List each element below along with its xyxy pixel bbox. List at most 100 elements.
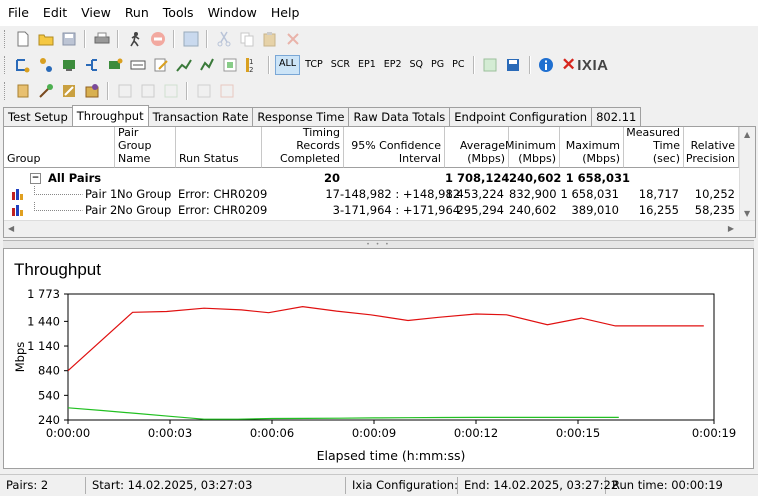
paste-icon[interactable] [261,30,279,48]
options-icon[interactable] [221,56,239,74]
filter-tcp-button[interactable]: TCP [305,59,323,70]
run-status: Error: CHR0209 [178,203,268,217]
confidence-interval: -171,964 : +171,964 [340,203,461,217]
menu-help[interactable]: Help [270,5,300,20]
endpoint-icon[interactable] [106,56,124,74]
collapse-icon[interactable] [139,82,157,100]
save-results-icon[interactable] [504,56,522,74]
chart-line-icon[interactable] [175,56,193,74]
export-icon[interactable] [481,56,499,74]
x-tick-label: 0:00:03 [148,426,192,440]
print-icon[interactable] [93,30,111,48]
tab-response-time[interactable]: Response Time [252,107,350,126]
scroll-down-arrow-icon[interactable]: ▼ [744,209,751,218]
average: 295,294 [456,203,504,217]
filter-pg-button[interactable]: PG [431,59,445,70]
split-icon[interactable] [195,82,213,100]
header-confidence-interval[interactable]: 95% Confidence Interval [344,127,445,168]
y-axis-label: Mbps [13,342,27,373]
table-row[interactable]: Pair 2 No Group Error: CHR0209 3 -171,96… [4,202,742,218]
run-icon[interactable] [126,30,144,48]
x-tick-label: 0:00:00 [46,426,90,440]
refresh-icon[interactable] [182,30,200,48]
filter-ep2-button[interactable]: EP2 [383,59,402,70]
info-icon[interactable] [537,56,555,74]
tab-endpoint-configuration[interactable]: Endpoint Configuration [449,107,593,126]
menu-tools[interactable]: Tools [162,5,194,20]
toolbar-separator [528,56,531,74]
header-maximum[interactable]: Maximum (Mbps) [560,127,624,168]
header-measured-time[interactable]: Measured Time (sec) [624,127,684,168]
pair-name: Pair 1 [85,187,118,201]
add-pair-icon[interactable] [14,56,32,74]
tools-icon[interactable] [60,82,78,100]
scroll-right-arrow-icon[interactable]: ▶ [727,224,734,233]
summary-minimum: 240,602 [509,171,562,185]
summary-row[interactable]: − All Pairs 20 1 708,124 240,602 1 658,0… [4,170,742,186]
stop-icon[interactable] [149,30,167,48]
header-average[interactable]: Average (Mbps) [445,127,509,168]
filter-pc-button[interactable]: PC [452,59,465,70]
network-icon[interactable] [83,56,101,74]
header-run-status[interactable]: Run Status [176,127,262,168]
tab-transaction-rate[interactable]: Transaction Rate [147,107,254,126]
timing-records: 17 [325,187,340,201]
graph-icon[interactable] [198,56,216,74]
pair-group-name: No Group [117,203,172,217]
save-icon[interactable] [60,30,78,48]
wizard-icon[interactable] [37,82,55,100]
tab-802-11[interactable]: 802.11 [591,107,642,126]
toolbar-separator [117,30,119,48]
main-toolbar [0,26,758,52]
filter-all-button[interactable]: ALL [275,55,301,75]
menu-edit[interactable]: Edit [42,5,68,20]
status-pairs: Pairs: 2 [0,477,86,494]
copy-icon[interactable] [238,30,256,48]
expand-icon[interactable] [116,82,134,100]
tab-test-setup[interactable]: Test Setup [3,107,73,126]
x-tick-label: 0:00:19 [692,426,736,440]
measured-time: 16,255 [638,203,679,217]
header-minimum[interactable]: Minimum (Mbps) [505,127,560,168]
tab-raw-data-totals[interactable]: Raw Data Totals [348,107,451,126]
x-tick-label: 0:00:06 [250,426,294,440]
compare-icon[interactable] [83,82,101,100]
add-multicast-icon[interactable] [37,56,55,74]
scroll-up-arrow-icon[interactable]: ▲ [744,130,751,139]
minimum: 240,602 [509,203,557,217]
group-icon[interactable] [162,82,180,100]
table-row[interactable]: Pair 1 No Group Error: CHR0209 17 -148,9… [4,186,742,202]
menu-run[interactable]: Run [124,5,149,20]
edit-script-icon[interactable] [152,56,170,74]
new-file-icon[interactable] [14,30,32,48]
header-group[interactable]: Group [4,127,115,168]
filter-ep1-button[interactable]: EP1 [357,59,376,70]
toolbar-separator [107,82,109,100]
merge-icon[interactable] [218,82,236,100]
tab-throughput[interactable]: Throughput [71,105,149,126]
menu-file[interactable]: File [8,5,29,20]
menu-window[interactable]: Window [207,5,257,20]
filter-scr-button[interactable]: SCR [330,59,350,70]
header-timing-records[interactable]: Timing Records Completed [262,127,344,168]
grid-vertical-scrollbar[interactable]: ▲ ▼ [739,127,755,221]
throughput-chart: 240 540 840 1 140 1 440 1 773 0:00:00 0:00:03 0:… [13,287,736,463]
grid-horizontal-scrollbar[interactable]: ◀ ▶ [4,220,755,237]
header-relative-precision[interactable]: Relative Precision [684,127,739,168]
script-icon[interactable] [129,56,147,74]
cut-icon[interactable] [215,30,233,48]
open-folder-icon[interactable] [37,30,55,48]
filter-sq-button[interactable]: SQ [409,59,424,70]
delete-icon[interactable] [284,30,302,48]
menu-view[interactable]: View [81,5,111,20]
collapse-toggle[interactable]: − [30,173,41,184]
pair-chart-icon [12,205,23,216]
scroll-left-arrow-icon[interactable]: ◀ [8,224,15,233]
header-pair-group-name[interactable]: Pair Group Name [115,127,176,168]
results-icon[interactable] [14,82,32,100]
chart-pane: Throughput 240 540 840 1 140 1 440 1 773 0:00:… [3,248,754,469]
menu-bar: File Edit View Run Tools Window Help [0,0,758,26]
edit-pair-icon[interactable] [60,56,78,74]
